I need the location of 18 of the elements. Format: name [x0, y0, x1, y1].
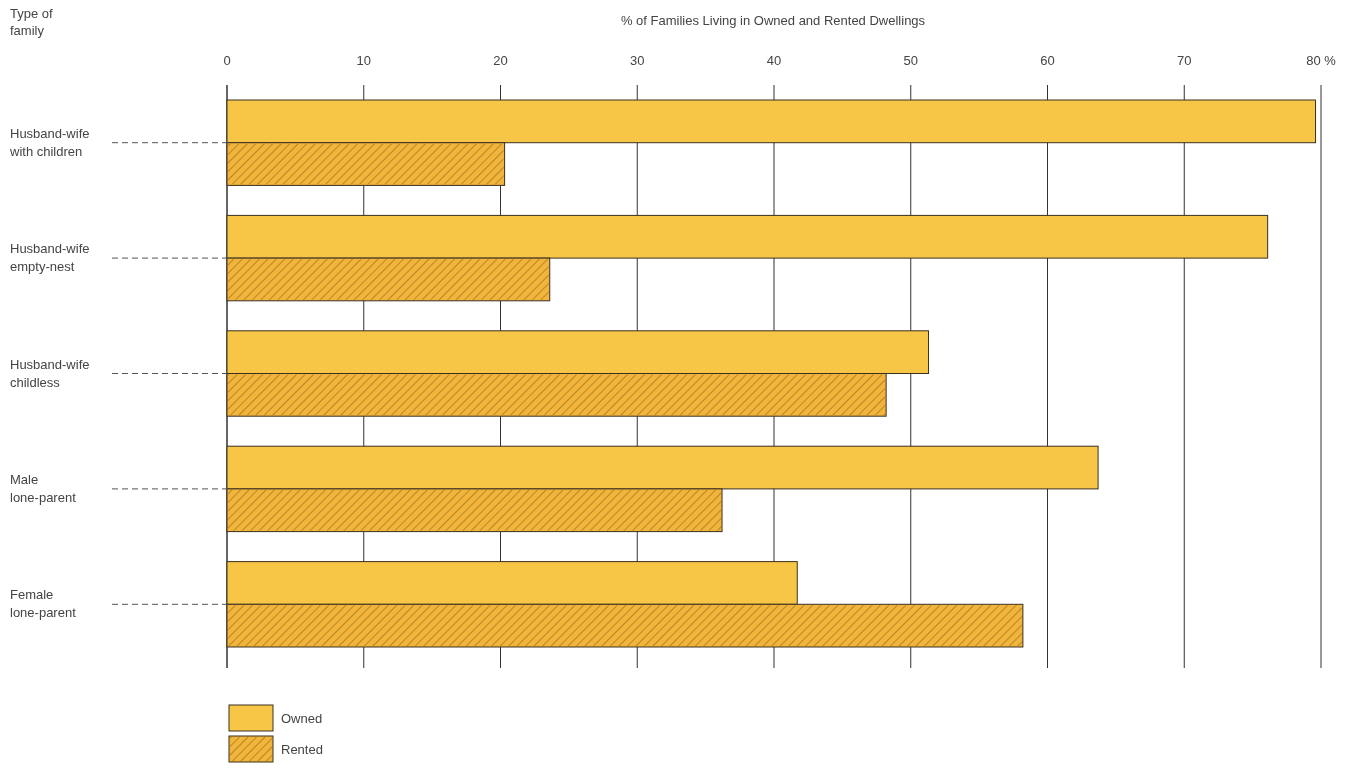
- x-tick-label: 70: [1177, 53, 1192, 68]
- legend-label: Rented: [281, 742, 323, 757]
- x-tick-label: 40: [766, 53, 782, 68]
- x-tick-label: 60: [1040, 53, 1055, 68]
- x-tick-label: 30: [630, 53, 645, 68]
- y-axis-title: Type of family: [10, 6, 54, 38]
- x-tick-label: 20: [493, 53, 508, 68]
- x-tick-label: 50: [903, 53, 918, 68]
- x-tick-label: 10: [356, 53, 371, 68]
- chart-title: % of Families Living in Owned and Rented Dwellings: [620, 13, 926, 28]
- y-tick-label: Male lone-parent: [10, 471, 77, 505]
- y-tick-label: Husband-wife with children: [9, 125, 90, 159]
- y-tick-label: Female lone-parent: [10, 587, 77, 621]
- x-tick-label: 80 %: [1306, 53, 1337, 68]
- y-tick-label: Husband-wife childless: [10, 356, 90, 390]
- x-tick-label: 0: [223, 53, 231, 68]
- y-tick-label: Husband-wife empty-nest: [10, 241, 90, 275]
- legend-label: Owned: [281, 711, 323, 726]
